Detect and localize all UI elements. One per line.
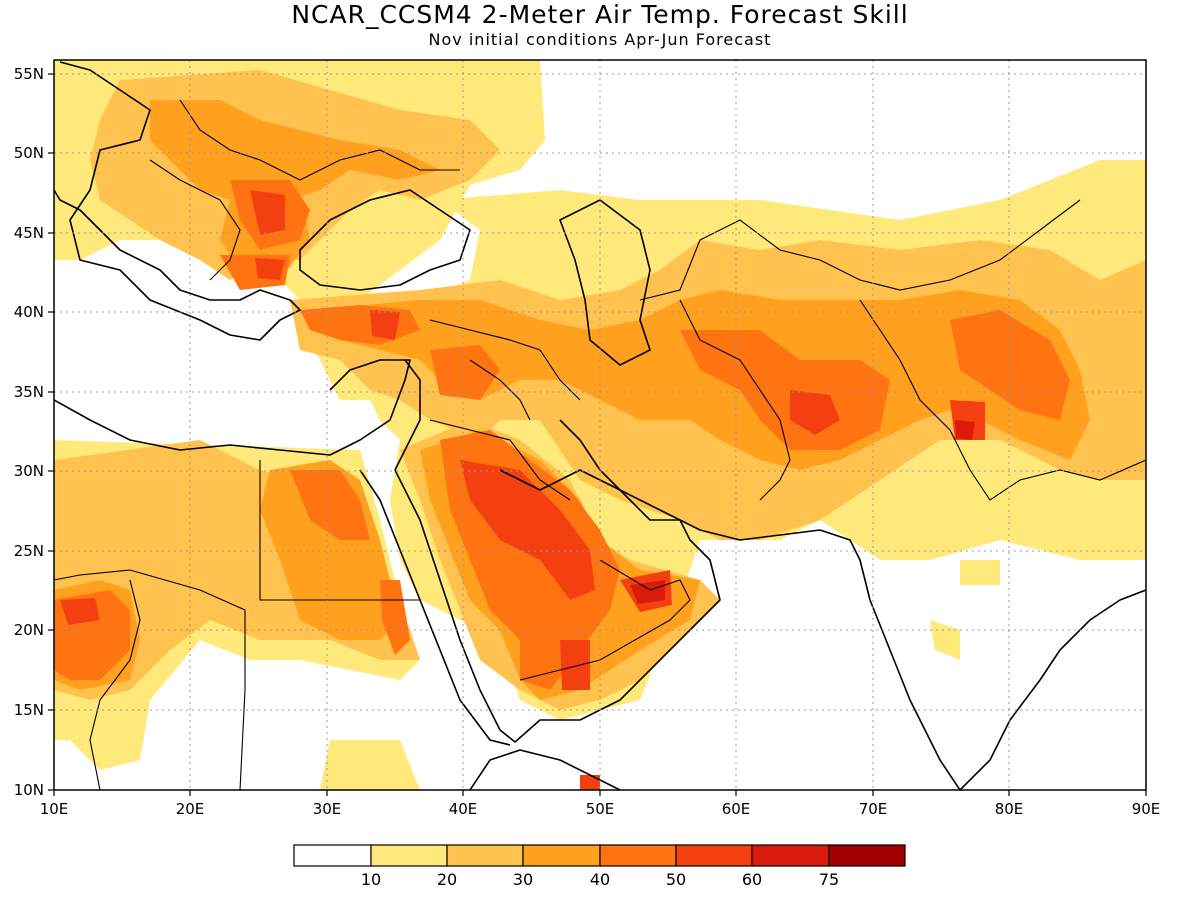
colorbar-swatch (675, 844, 753, 867)
lon-tick-label: 30E (313, 800, 342, 818)
skill-shading (54, 60, 1146, 790)
lon-tick-label: 90E (1132, 800, 1161, 818)
lon-tick-label: 20E (176, 800, 205, 818)
lat-tick-label: 40N (14, 303, 44, 321)
lat-tick-labels: 10N 15N 20N 25N 30N 35N 40N 45N 50N 55N (14, 65, 44, 799)
colorbar-swatch (293, 844, 372, 867)
lat-tick-label: 20N (14, 621, 44, 639)
lat-tick-label: 10N (14, 781, 44, 799)
colorbar-label: 60 (742, 870, 762, 889)
colorbar-label: 50 (666, 870, 686, 889)
colorbar-label: 10 (361, 870, 381, 889)
lon-tick-label: 70E (859, 800, 888, 818)
lon-tick-label: 40E (449, 800, 478, 818)
colorbar-swatch (751, 844, 830, 867)
colorbar: 10 20 30 40 50 60 75 (293, 844, 906, 889)
map-title: NCAR_CCSM4 2-Meter Air Temp. Forecast Sk… (291, 0, 909, 29)
graticule (54, 60, 1146, 790)
lat-tick-label: 25N (14, 542, 44, 560)
colorbar-swatch (828, 844, 906, 867)
colorbar-swatch (522, 844, 601, 867)
lat-tick-label: 35N (14, 383, 44, 401)
lon-tick-label: 50E (586, 800, 615, 818)
colorbar-swatch (446, 844, 524, 867)
colorbar-swatch (599, 844, 677, 867)
lat-tick-label: 30N (14, 462, 44, 480)
lon-tick-labels: 10E 20E 30E 40E 50E 60E 70E 80E 90E (40, 800, 1161, 818)
lon-tick-label: 10E (40, 800, 69, 818)
lat-tick-label: 55N (14, 65, 44, 83)
lat-tick-label: 45N (14, 224, 44, 242)
colorbar-label: 40 (590, 870, 610, 889)
lat-tick-label: 15N (14, 701, 44, 719)
lon-tick-label: 60E (722, 800, 751, 818)
colorbar-label: 30 (513, 870, 533, 889)
colorbar-swatch (370, 844, 448, 867)
map-subtitle: Nov initial conditions Apr-Jun Forecast (428, 30, 772, 49)
colorbar-label: 20 (437, 870, 457, 889)
lat-tick-label: 50N (14, 144, 44, 162)
tick-marks (48, 73, 1147, 796)
colorbar-label: 75 (819, 870, 839, 889)
coastlines (54, 61, 1146, 790)
lon-tick-label: 80E (995, 800, 1024, 818)
